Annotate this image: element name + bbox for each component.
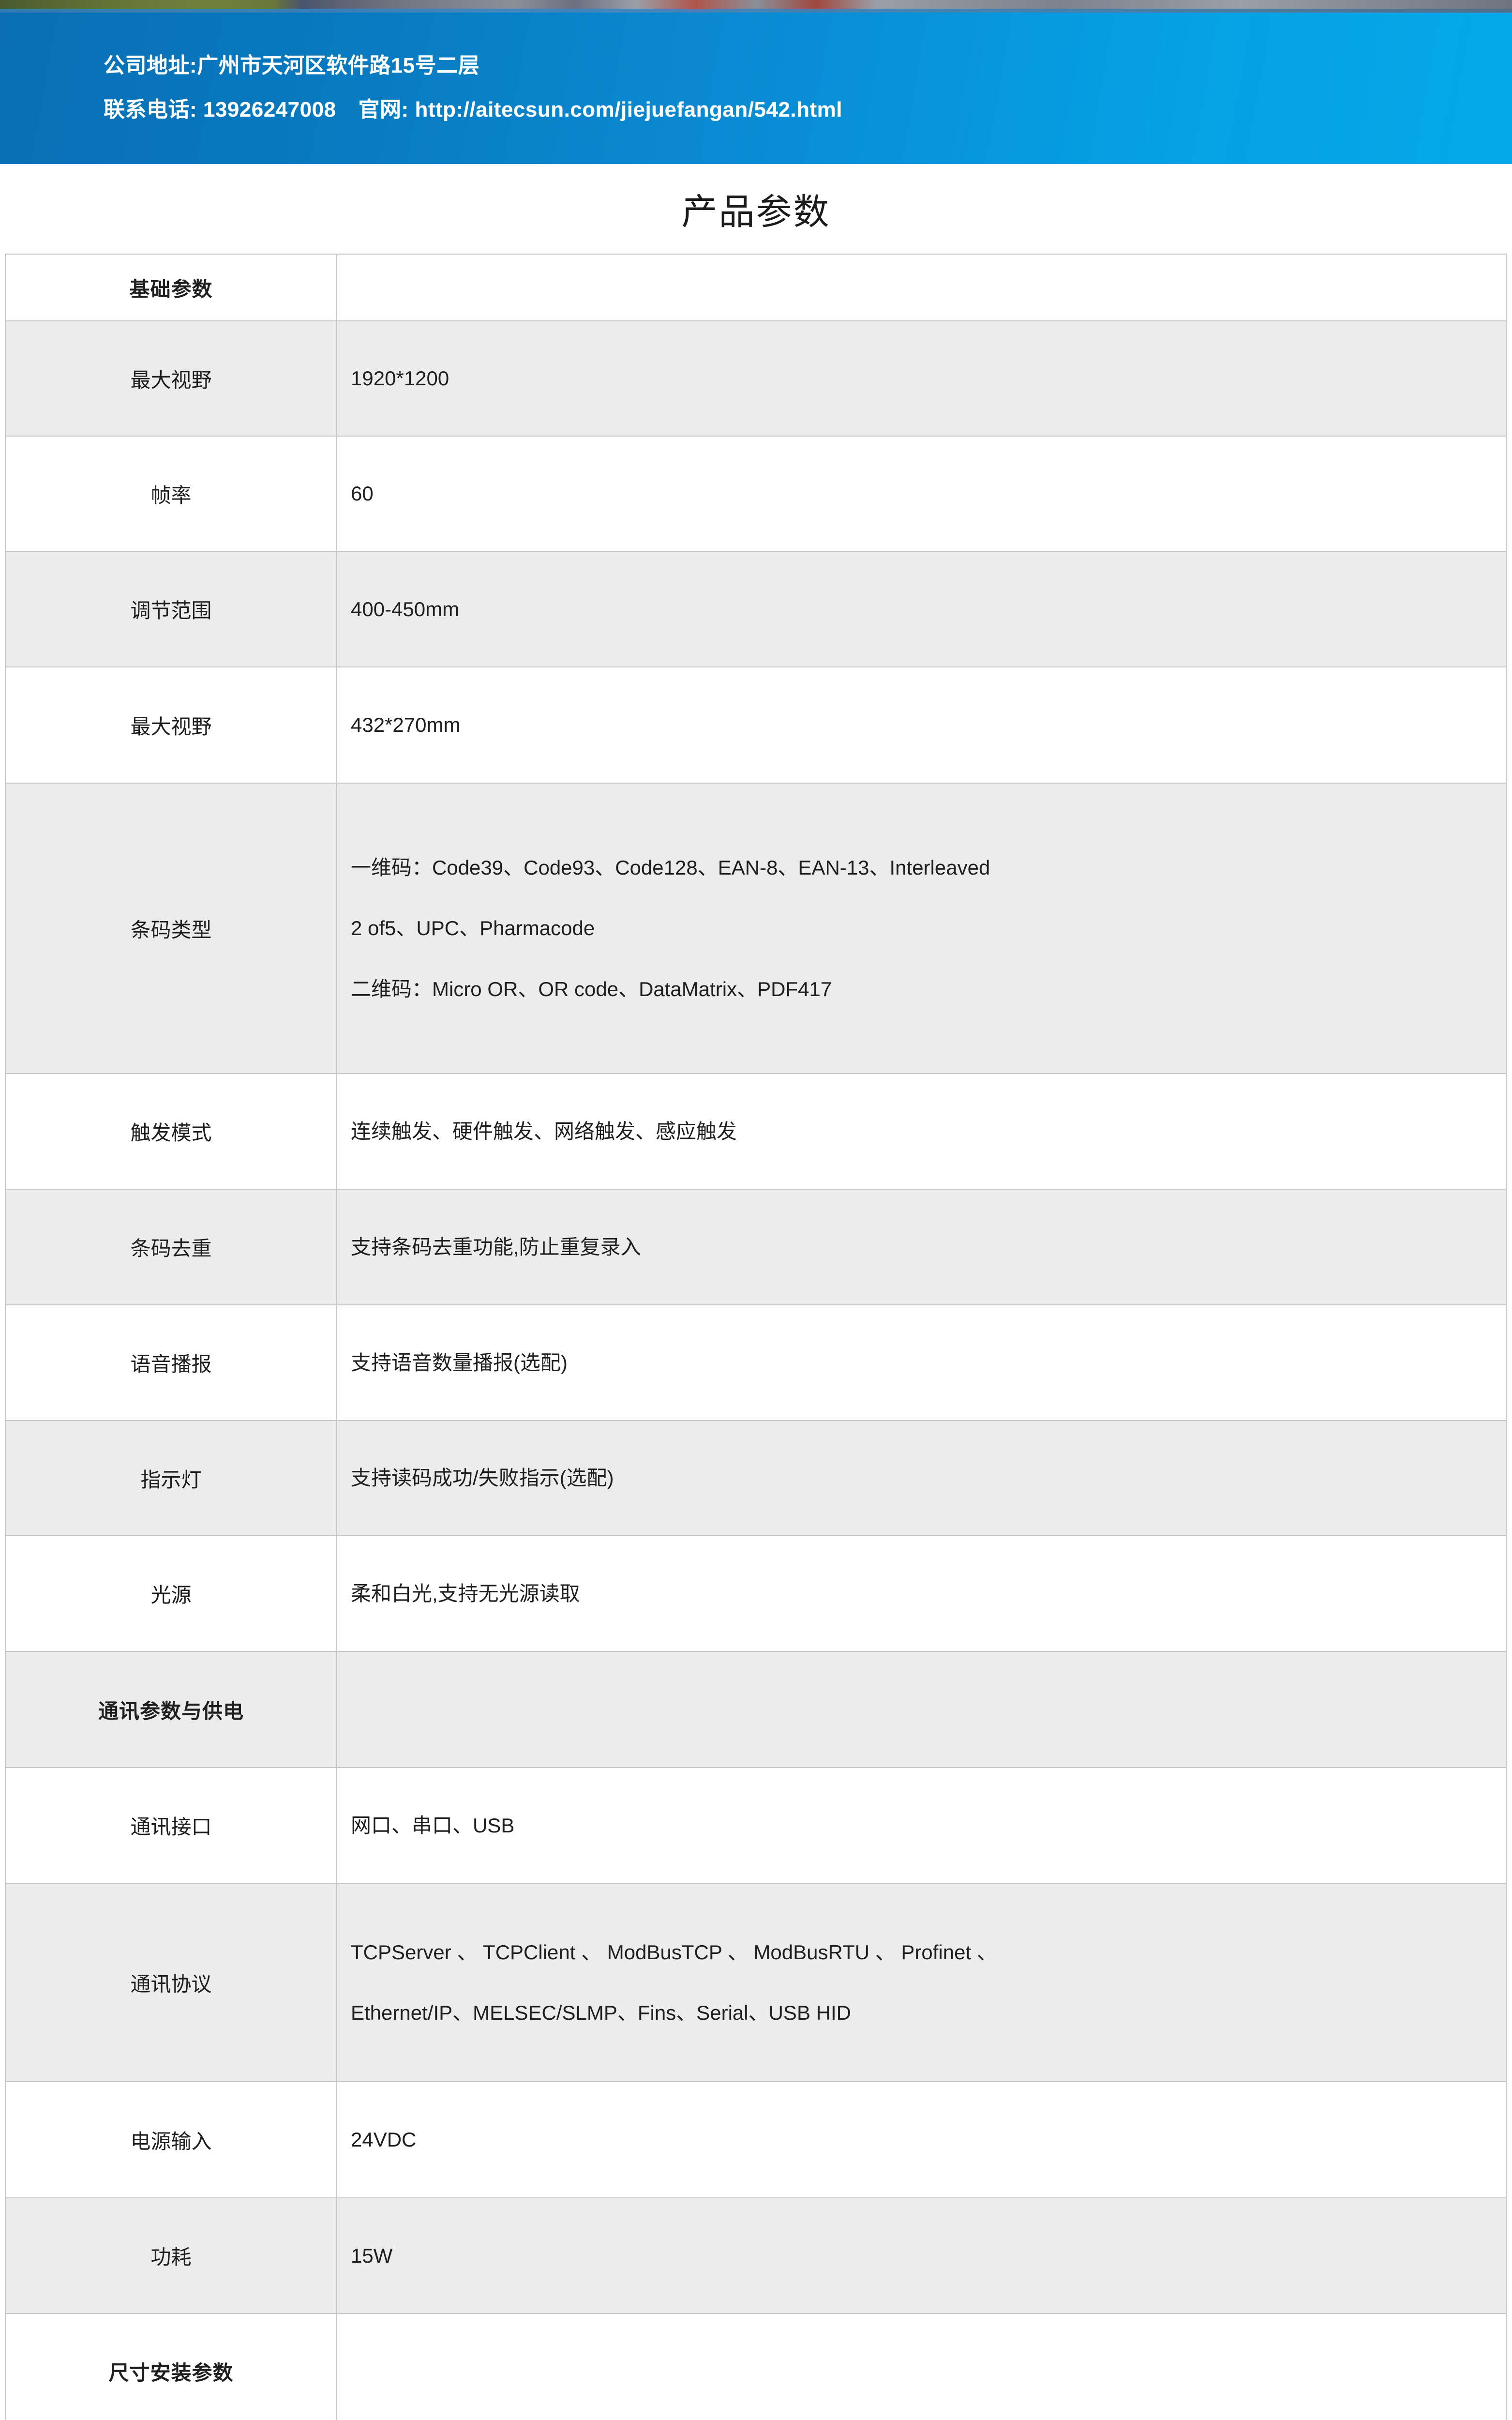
row-value-line: TCPServer 、 TCPClient 、 ModBusTCP 、 ModB… (351, 1940, 997, 1964)
row-value: 1920*1200 (336, 320, 1507, 437)
contact-line: 联系电话: 13926247008 官网: http://aitecsun.com… (104, 99, 842, 121)
row-value (336, 1651, 1507, 1768)
table-row: 最大视野 432*270mm (5, 666, 1507, 784)
row-value: 400-450mm (336, 551, 1507, 667)
table-row: 帧率 60 (5, 436, 1507, 552)
page-title: 产品参数 (681, 192, 831, 232)
official-site-text: 官网: http://aitecsun.com/jiejuefangan/542… (358, 98, 842, 121)
table-row: 调节范围 400-450mm (5, 551, 1507, 667)
row-value (336, 254, 1507, 321)
table-row: 语音播报 支持语音数量播报(选配) (5, 1304, 1507, 1421)
company-address-line: 公司地址:广州市天河区软件路15号二层 (104, 54, 480, 77)
spec-table-body: 基础参数 最大视野 1920*1200 帧率 60 调节范围 400-450mm… (5, 254, 1507, 2420)
row-value: 网口、串口、USB (336, 1767, 1507, 1884)
table-row: 光源 柔和白光,支持无光源读取 (5, 1535, 1507, 1652)
row-key: 尺寸安装参数 (5, 2313, 337, 2420)
row-value-line: 二维码：Micro OR、OR code、DataMatrix、PDF417 (351, 977, 832, 1000)
row-key: 触发模式 (5, 1073, 337, 1190)
table-row: 条码去重 支持条码去重功能,防止重复录入 (5, 1189, 1507, 1305)
row-key: 最大视野 (5, 666, 337, 784)
row-key: 光源 (5, 1535, 337, 1652)
page-title-wrap: 产品参数 (0, 164, 1512, 254)
table-row: 电源输入 24VDC (5, 2081, 1507, 2198)
table-row: 通讯协议 TCPServer 、 TCPClient 、 ModBusTCP 、… (5, 1883, 1507, 2082)
contact-phone-text: 联系电话: 13926247008 (104, 98, 336, 121)
row-key: 电源输入 (5, 2081, 337, 2198)
row-key: 调节范围 (5, 551, 337, 667)
table-row: 指示灯 支持读码成功/失败指示(选配) (5, 1420, 1507, 1536)
spec-table-wrap: 基础参数 最大视野 1920*1200 帧率 60 调节范围 400-450mm… (0, 254, 1512, 2420)
row-key: 通讯参数与供电 (5, 1651, 337, 1768)
photo-strip-sky-band (0, 9, 1512, 13)
row-value: 15W (336, 2197, 1507, 2314)
table-row: 尺寸安装参数 (5, 2313, 1507, 2420)
table-row: 触发模式 连续触发、硬件触发、网络触发、感应触发 (5, 1073, 1507, 1190)
spec-table: 基础参数 最大视野 1920*1200 帧率 60 调节范围 400-450mm… (5, 254, 1507, 2420)
row-value: 支持读码成功/失败指示(选配) (336, 1420, 1507, 1536)
row-value: 24VDC (336, 2081, 1507, 2198)
table-row: 最大视野 1920*1200 (5, 320, 1507, 437)
row-value (336, 2313, 1507, 2420)
row-value: 一维码：Code39、Code93、Code128、EAN-8、EAN-13、I… (336, 783, 1507, 1074)
row-key: 最大视野 (5, 320, 337, 437)
row-key: 指示灯 (5, 1420, 337, 1536)
row-key: 条码类型 (5, 783, 337, 1074)
row-key: 帧率 (5, 436, 337, 552)
row-value: 支持语音数量播报(选配) (336, 1304, 1507, 1421)
row-value-line: 2 of5、UPC、Pharmacode (351, 917, 595, 940)
row-value: 432*270mm (336, 666, 1507, 784)
row-value-line: 一维码：Code39、Code93、Code128、EAN-8、EAN-13、I… (351, 856, 990, 879)
row-key: 功耗 (5, 2197, 337, 2314)
contact-banner-text: 公司地址:广州市天河区软件路15号二层 联系电话: 13926247008 官网:… (104, 55, 842, 121)
table-row: 通讯接口 网口、串口、USB (5, 1767, 1507, 1884)
row-key: 语音播报 (5, 1304, 337, 1421)
row-key: 条码去重 (5, 1189, 337, 1305)
table-row: 功耗 15W (5, 2197, 1507, 2314)
table-row: 通讯参数与供电 (5, 1651, 1507, 1768)
table-row: 条码类型 一维码：Code39、Code93、Code128、EAN-8、EAN… (5, 783, 1507, 1074)
table-row: 基础参数 (5, 254, 1507, 321)
row-key: 基础参数 (5, 254, 337, 321)
row-value-line: Ethernet/IP、MELSEC/SLMP、Fins、Serial、USB … (351, 2001, 851, 2024)
row-value: 支持条码去重功能,防止重复录入 (336, 1189, 1507, 1305)
row-value: 连续触发、硬件触发、网络触发、感应触发 (336, 1073, 1507, 1190)
top-photo-strip (0, 0, 1512, 13)
row-key: 通讯接口 (5, 1767, 337, 1884)
contact-banner: 公司地址:广州市天河区软件路15号二层 联系电话: 13926247008 官网:… (0, 13, 1512, 164)
row-value: 柔和白光,支持无光源读取 (336, 1535, 1507, 1652)
row-value: 60 (336, 436, 1507, 552)
row-value: TCPServer 、 TCPClient 、 ModBusTCP 、 ModB… (336, 1883, 1507, 2082)
row-key: 通讯协议 (5, 1883, 337, 2082)
